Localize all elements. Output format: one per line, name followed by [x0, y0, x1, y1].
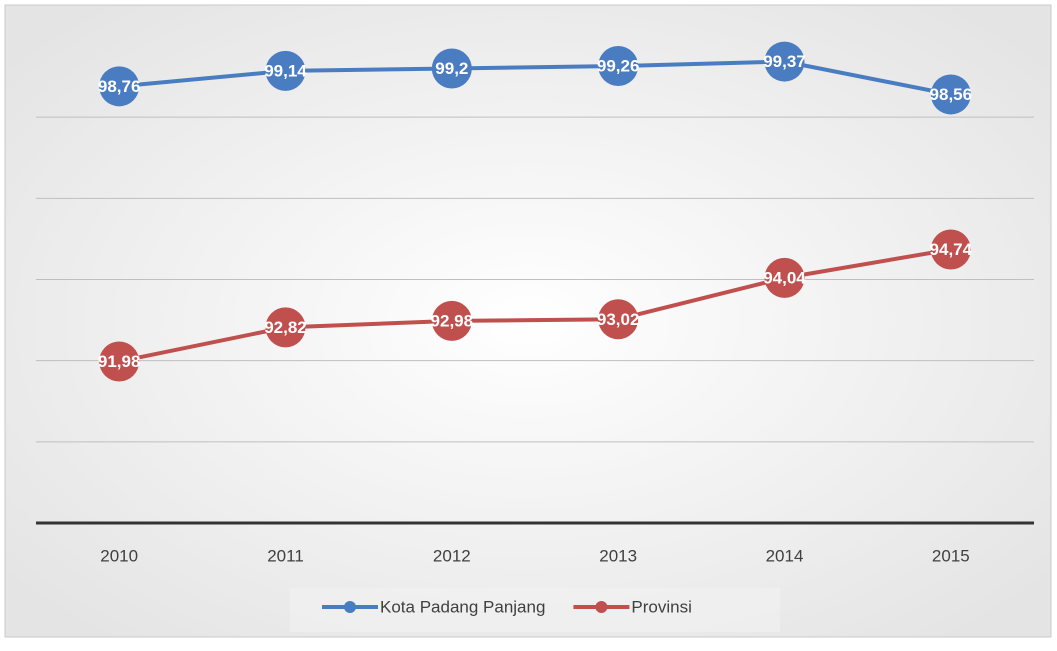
data-label: 99,14 — [264, 61, 307, 80]
marker — [99, 341, 140, 382]
data-label: 94,04 — [763, 268, 806, 287]
legend-label: Provinsi — [631, 597, 691, 616]
series-line — [118, 59, 952, 97]
marker — [265, 50, 306, 91]
x-tick-label: 2013 — [599, 546, 637, 565]
x-tick-label: 2014 — [766, 546, 804, 565]
data-label: 98,76 — [98, 77, 141, 96]
x-tick-label: 2015 — [932, 546, 970, 565]
marker — [431, 300, 472, 341]
x-tick-label: 2010 — [100, 546, 138, 565]
legend-swatch-marker — [344, 601, 356, 613]
marker — [930, 229, 971, 270]
legend-box — [290, 588, 780, 632]
data-label: 91,98 — [98, 352, 141, 371]
marker — [764, 41, 805, 82]
data-label: 92,98 — [431, 311, 474, 330]
marker — [930, 74, 971, 115]
legend-swatch-marker — [595, 601, 608, 613]
data-label: 94,74 — [930, 240, 973, 259]
marker — [431, 48, 472, 89]
legend-label: Kota Padang Panjang — [380, 597, 545, 616]
marker — [265, 307, 306, 348]
data-label: 98,56 — [930, 85, 973, 104]
x-tick-label: 2011 — [267, 546, 304, 565]
data-label: 92,82 — [264, 318, 307, 337]
data-label: 99,37 — [763, 52, 806, 71]
marker — [598, 46, 639, 87]
x-tick-label: 2012 — [433, 546, 471, 565]
data-label: 99,26 — [597, 57, 640, 76]
marker — [598, 299, 639, 340]
data-label: 99,2 — [435, 59, 468, 78]
data-label: 93,02 — [597, 310, 640, 329]
marker — [764, 257, 805, 298]
series-line — [118, 247, 952, 364]
marker — [99, 66, 140, 107]
